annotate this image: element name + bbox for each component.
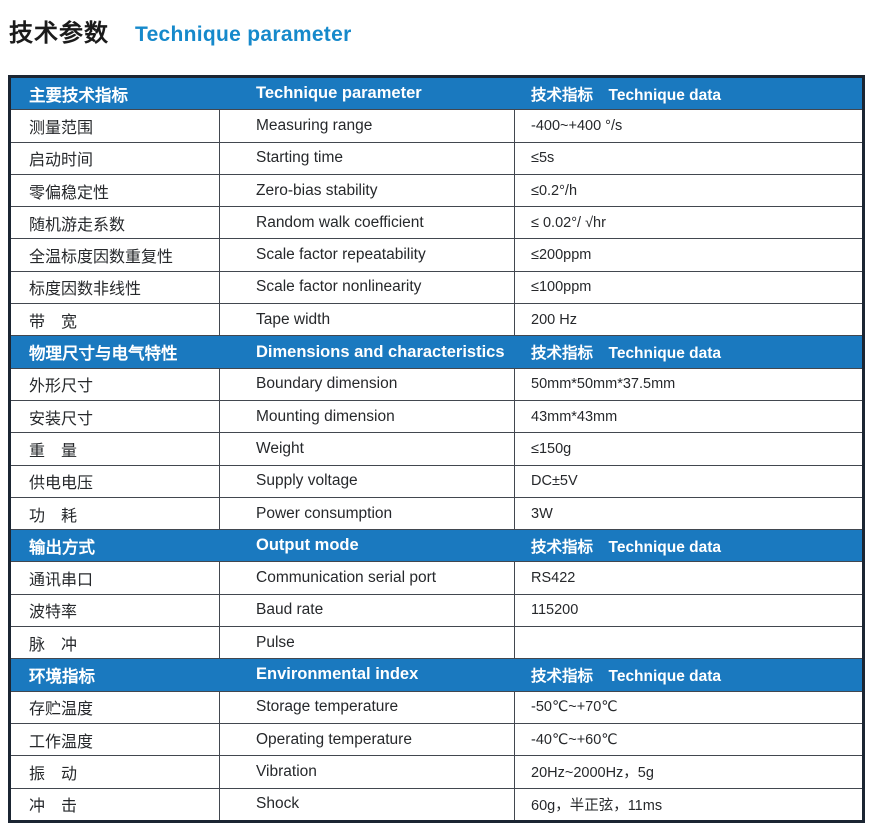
param-name-en-cell: Measuring range — [219, 109, 515, 143]
param-value-cell: ≤100ppm — [514, 270, 864, 305]
param-value-cell: ≤150g — [514, 432, 864, 466]
spec-row: 零偏稳定性 Zero-bias stability ≤0.2°/h — [9, 173, 864, 208]
param-name-en-cell: Boundary dimension — [219, 367, 515, 401]
param-value-cell: RS422 — [514, 561, 864, 595]
param-value-cell: ≤0.2°/h — [514, 173, 864, 208]
spec-row: 重 量 Weight ≤150g — [9, 432, 864, 466]
spec-table-body: 主要技术指标 Technique parameter 技术指标 Technique … — [9, 75, 864, 822]
param-name-zh-cell: 随机游走系数 — [9, 206, 220, 240]
param-name-en-cell: Mounting dimension — [219, 399, 515, 434]
param-name-zh-cell: 冲 击 — [9, 787, 220, 822]
param-name-en-cell: Vibration — [219, 755, 515, 789]
param-name-zh-cell: 通讯串口 — [9, 561, 220, 595]
spec-row: 随机游走系数 Random walk coefficient ≤ 0.02°/ √h… — [9, 206, 864, 240]
param-name-en-cell: Baud rate — [219, 593, 515, 628]
param-name-zh-cell: 安装尺寸 — [9, 399, 220, 434]
spec-row: 功 耗 Power consumption 3W — [9, 496, 864, 531]
spec-table: 主要技术指标 Technique parameter 技术指标 Technique … — [8, 75, 865, 823]
spec-row: 启动时间 Starting time ≤5s — [9, 141, 864, 175]
param-name-zh-cell: 功 耗 — [9, 496, 220, 531]
spec-row: 脉 冲 Pulse — [9, 626, 864, 660]
section-header-data-label: 技术指标 Technique data — [514, 75, 864, 111]
section-header-data-label: 技术指标 Technique data — [514, 335, 864, 369]
spec-row: 波特率 Baud rate 115200 — [9, 593, 864, 628]
param-name-en-cell: Tape width — [219, 303, 515, 337]
section-header-en: Environmental index — [219, 658, 515, 692]
param-name-zh-cell: 零偏稳定性 — [9, 173, 220, 208]
param-value-cell: DC±5V — [514, 464, 864, 498]
section-header-data-label: 技术指标 Technique data — [514, 658, 864, 692]
param-name-zh-cell: 振 动 — [9, 755, 220, 789]
param-value-cell: 60g，半正弦，11ms — [514, 787, 864, 822]
param-name-en-cell: Storage temperature — [219, 690, 515, 724]
spec-row: 冲 击 Shock 60g，半正弦，11ms — [9, 787, 864, 822]
section-header-zh: 物理尺寸与电气特性 — [9, 335, 220, 369]
spec-row: 通讯串口 Communication serial port RS422 — [9, 561, 864, 595]
param-name-en-cell: Supply voltage — [219, 464, 515, 498]
param-name-en-cell: Weight — [219, 432, 515, 466]
param-value-cell: ≤200ppm — [514, 238, 864, 272]
section-header-row: 输出方式 Output mode 技术指标 Technique data — [9, 529, 864, 563]
param-name-en-cell: Power consumption — [219, 496, 515, 531]
page-title: 技术参数 Technique parameter — [0, 0, 870, 48]
spec-row: 外形尺寸 Boundary dimension 50mm*50mm*37.5mm — [9, 367, 864, 401]
spec-row: 测量范围 Measuring range -400~+400 °/s — [9, 109, 864, 143]
section-header-en: Dimensions and characteristics — [219, 335, 515, 369]
param-name-zh-cell: 外形尺寸 — [9, 367, 220, 401]
param-name-zh-cell: 启动时间 — [9, 141, 220, 175]
param-name-en-cell: Zero-bias stability — [219, 173, 515, 208]
spec-row: 安装尺寸 Mounting dimension 43mm*43mm — [9, 399, 864, 434]
section-header-row: 物理尺寸与电气特性 Dimensions and characteristics 技… — [9, 335, 864, 369]
param-value-cell: 43mm*43mm — [514, 399, 864, 434]
section-header-row: 主要技术指标 Technique parameter 技术指标 Technique … — [9, 75, 864, 111]
param-value-cell: 115200 — [514, 593, 864, 628]
param-value-cell: -40℃~+60℃ — [514, 722, 864, 757]
param-value-cell — [514, 626, 864, 660]
param-name-zh-cell: 供电电压 — [9, 464, 220, 498]
param-name-en-cell: Scale factor nonlinearity — [219, 270, 515, 305]
spec-row: 标度因数非线性 Scale factor nonlinearity ≤100ppm — [9, 270, 864, 305]
param-name-zh-cell: 工作温度 — [9, 722, 220, 757]
param-name-en-cell: Scale factor repeatability — [219, 238, 515, 272]
param-name-zh-cell: 存贮温度 — [9, 690, 220, 724]
param-value-cell: ≤ 0.02°/ √hr — [514, 206, 864, 240]
spec-row: 带 宽 Tape width 200 Hz — [9, 303, 864, 337]
param-value-cell: 50mm*50mm*37.5mm — [514, 367, 864, 401]
spec-row: 全温标度因数重复性 Scale factor repeatability ≤200p… — [9, 238, 864, 272]
param-name-zh-cell: 带 宽 — [9, 303, 220, 337]
param-name-zh-cell: 波特率 — [9, 593, 220, 628]
page-title-zh: 技术参数 — [9, 20, 109, 47]
param-value-cell: -50℃~+70℃ — [514, 690, 864, 724]
param-name-zh-cell: 标度因数非线性 — [9, 270, 220, 305]
param-name-en-cell: Pulse — [219, 626, 515, 660]
param-name-en-cell: Starting time — [219, 141, 515, 175]
section-header-zh: 环境指标 — [9, 658, 220, 692]
param-name-en-cell: Random walk coefficient — [219, 206, 515, 240]
param-name-en-cell: Communication serial port — [219, 561, 515, 595]
section-header-zh: 主要技术指标 — [9, 75, 220, 111]
param-name-en-cell: Shock — [219, 787, 515, 822]
section-header-data-label: 技术指标 Technique data — [514, 529, 864, 563]
section-header-en: Output mode — [219, 529, 515, 563]
spec-row: 存贮温度 Storage temperature -50℃~+70℃ — [9, 690, 864, 724]
section-header-en: Technique parameter — [219, 75, 515, 111]
param-value-cell: 3W — [514, 496, 864, 531]
param-name-en-cell: Operating temperature — [219, 722, 515, 757]
param-value-cell: 200 Hz — [514, 303, 864, 337]
param-value-cell: 20Hz~2000Hz，5g — [514, 755, 864, 789]
param-name-zh-cell: 脉 冲 — [9, 626, 220, 660]
param-name-zh-cell: 测量范围 — [9, 109, 220, 143]
page-title-en: Technique parameter — [135, 23, 352, 46]
section-header-row: 环境指标 Environmental index 技术指标 Technique da… — [9, 658, 864, 692]
spec-row: 工作温度 Operating temperature -40℃~+60℃ — [9, 722, 864, 757]
spec-row: 振 动 Vibration 20Hz~2000Hz，5g — [9, 755, 864, 789]
param-name-zh-cell: 全温标度因数重复性 — [9, 238, 220, 272]
param-value-cell: ≤5s — [514, 141, 864, 175]
section-header-zh: 输出方式 — [9, 529, 220, 563]
param-value-cell: -400~+400 °/s — [514, 109, 864, 143]
spec-row: 供电电压 Supply voltage DC±5V — [9, 464, 864, 498]
param-name-zh-cell: 重 量 — [9, 432, 220, 466]
